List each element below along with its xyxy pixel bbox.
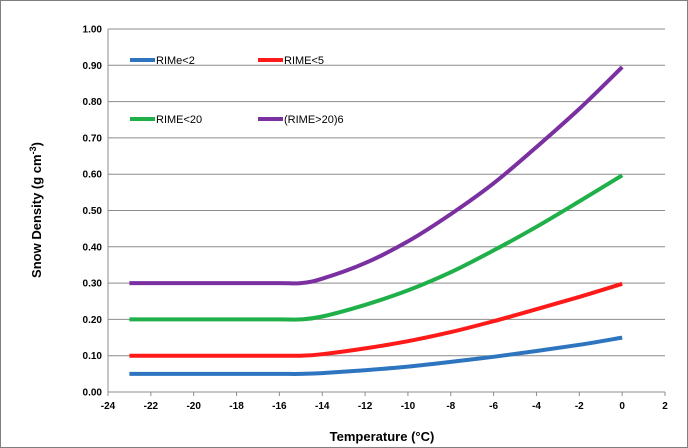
series-line-0 <box>129 335 623 376</box>
y-axis-title: Snow Density (g cm-3) <box>28 142 44 278</box>
series-lines <box>129 65 624 376</box>
y-tick-label: 0.10 <box>83 351 103 362</box>
legend-label-2: RIME<20 <box>156 114 202 126</box>
y-tick-label: 1.00 <box>83 25 103 36</box>
x-tick-label: -22 <box>144 401 159 412</box>
y-tick-label: 0.00 <box>83 388 103 399</box>
x-tick-label: 0 <box>619 401 625 412</box>
x-tick-label: -12 <box>358 401 373 412</box>
y-axis-title-main: Snow Density (g cm <box>29 154 44 278</box>
legend: RIMe<2 RIME<5 RIME<20 (RIME>20)6 <box>130 55 344 126</box>
x-axis-title: Temperature (°C) <box>330 429 435 444</box>
y-tick-label: 0.20 <box>83 315 103 326</box>
x-tick-label: -18 <box>229 401 244 412</box>
y-axis-title-close: ) <box>29 142 44 146</box>
x-tick-label: -2 <box>575 401 584 412</box>
y-tick-label: 0.30 <box>83 279 103 290</box>
y-tick-label: 0.90 <box>83 61 103 72</box>
x-tick-label: -20 <box>186 401 201 412</box>
y-tick-label: 0.50 <box>83 206 103 217</box>
legend-label-3: (RIME>20)6 <box>284 114 344 126</box>
legend-label-0: RIMe<2 <box>156 55 195 67</box>
y-tick-label: 0.60 <box>83 170 103 181</box>
series-line-3 <box>129 65 624 286</box>
x-tick-label: 2 <box>662 401 668 412</box>
y-tick-label: 0.80 <box>83 97 103 108</box>
x-tick-labels: -24 -22 -20 -18 -16 -14 -12 -10 -8 -6 -4 -2 0 2 <box>101 401 668 412</box>
x-tick-label: -6 <box>489 401 498 412</box>
x-tick-label: -4 <box>532 401 541 412</box>
y-axis-title-exponent: -3 <box>28 146 38 154</box>
x-tick-label: -8 <box>446 401 455 412</box>
x-tick-label: -14 <box>315 401 330 412</box>
series-line-2 <box>129 173 624 322</box>
series-line-1 <box>129 281 623 358</box>
x-tick-label: -16 <box>272 401 287 412</box>
x-tick-label: -10 <box>401 401 416 412</box>
legend-label-1: RIME<5 <box>284 55 324 67</box>
gridlines <box>108 28 665 357</box>
y-tick-label: 0.70 <box>83 133 103 144</box>
x-tick-label: -24 <box>101 401 116 412</box>
y-tick-label: 0.40 <box>83 242 103 253</box>
axes <box>107 29 666 396</box>
y-tick-labels: 0.00 0.10 0.20 0.30 0.40 0.50 0.60 0.70 0.80 0.90… <box>83 25 103 399</box>
